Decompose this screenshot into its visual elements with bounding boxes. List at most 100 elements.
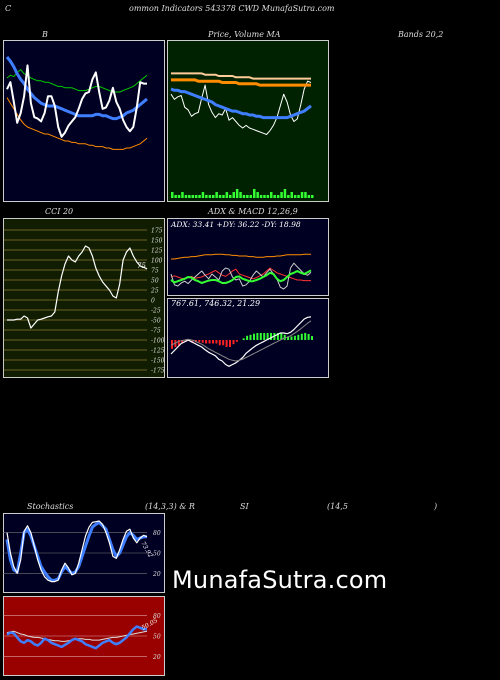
macd-histogram-bar [249,334,252,341]
macd-histogram-bar [222,340,225,346]
volume-bar [266,195,270,198]
cci-line [7,245,148,329]
price-volume-title: Price, Volume MA [208,30,281,39]
rsi-params-close: ) [434,502,438,511]
rsi-params: (14,5 [327,502,348,511]
watermark: MunafaSutra.com [172,566,388,594]
volume-bar [177,195,181,198]
volume-bar [304,192,307,198]
cci-tick-label: 25 [150,288,159,295]
macd-histogram-bar [304,333,307,340]
macd-histogram-bar [198,340,201,343]
volume-bar [249,195,252,198]
macd-panel: 767.61, 746.32, 21.29 [167,298,329,378]
macd-histogram-bar [253,333,255,340]
price-line [6,64,147,138]
mdi-value: -DY: 18.98 [261,220,301,229]
volume-bar [205,195,208,198]
adx-orange-line [171,253,311,260]
bollinger-title: B [42,30,48,39]
stochastics-panel: 80 50 20 73.92 [3,513,165,593]
volume-bar [232,192,235,198]
bollinger-bg [3,40,165,202]
adx-value: ADX: 33.41 [171,220,215,229]
macd-histogram-bar [235,340,238,342]
price-volume-bg [167,40,329,202]
cci-tick-label: 0 [151,298,155,305]
volume-bar [229,195,232,198]
rsi-panel: 80 50 20 50.05 [3,596,165,676]
stochastics-params: (14,3,3) & R [145,502,195,511]
volume-bar [212,195,215,198]
macd-chart [167,298,329,378]
volume-bar [208,195,212,198]
cci-tick-label: 75 [151,268,159,275]
close-price-line [170,80,312,135]
macd-histogram-bar [300,333,303,340]
volume-bar [307,195,311,198]
macd-histogram-bar [263,333,266,340]
volume-bar [171,192,174,198]
macd-line [170,316,312,367]
price-volume-panel [167,40,329,202]
volume-bar [215,192,218,198]
plus-di-line [170,269,312,284]
macd-histogram-bar [307,334,310,340]
macd-histogram-bar [280,333,283,340]
macd-histogram-bar [205,340,208,344]
macd-histogram-bar [229,340,231,347]
cci-tick-label: -75 [151,328,161,335]
macd-histogram-bar [212,340,214,344]
rsi-tick-label: 20 [152,654,161,661]
volume-bar [300,192,304,198]
lower-band-line [6,97,148,150]
cci-tick-label: -125 [151,348,165,355]
pdi-value: +DY: 36.22 [216,220,260,229]
macd-histogram-bar [270,333,272,340]
macd-histogram-bar [283,334,286,341]
volume-bar [188,195,191,198]
adx-chart [167,218,329,296]
bollinger-chart [3,40,165,202]
volume-bar [263,195,266,198]
cci-tick-label: -100 [151,338,165,345]
volume-bar [242,195,246,198]
volume-bar [283,189,287,198]
volume-bar [287,195,290,198]
volume-bar [270,192,273,198]
macd-histogram-bar [297,334,300,341]
macd-label: 767.61, 746.32, 21.29 [171,299,261,308]
macd-histogram-bar [290,336,293,340]
volume-bar [297,195,300,198]
volume-bar [184,195,188,198]
volume-bar [246,195,249,198]
bands-title: Bands 20,2 [398,30,444,39]
header-title: ommon Indicators 543378 CWD MunafaSutra.… [129,4,335,13]
ma-mid-line [171,78,311,87]
stochastics-title: Stochastics [27,502,74,511]
ma-short-line [171,72,311,80]
adx-panel: ADX: 33.41 +DY: 36.22 -DY: 18.98 [167,218,329,296]
volume-bar [280,192,283,198]
cci-tick-label: -25 [151,308,161,315]
volume-bar [174,195,177,198]
macd-histogram-bar [201,340,204,343]
macd-histogram-bar [191,340,194,342]
volume-bar [218,195,222,198]
adx-macd-title: ADX & MACD 12,26,9 [208,207,298,216]
cci-tick-label: -50 [151,318,161,325]
macd-histogram-bar [232,340,235,345]
price-volume-chart [167,40,329,202]
cci-panel: 175 150 125 100 75 50 25 0 -25 -50 -75 -100 -125 -150… [3,218,165,378]
volume-bar [194,195,198,198]
header-c: C [5,4,12,13]
macd-histogram-bar [246,335,249,340]
macd-histogram-bar [177,340,180,346]
volume-bar [276,195,280,198]
cci-tick-label: 175 [151,228,163,235]
macd-histogram-bar [218,340,221,346]
stoch-k-line [6,520,148,583]
adx-label: ADX: 33.41 +DY: 36.22 -DY: 18.98 [171,220,301,229]
cci-tick-label: 50 [151,278,159,285]
